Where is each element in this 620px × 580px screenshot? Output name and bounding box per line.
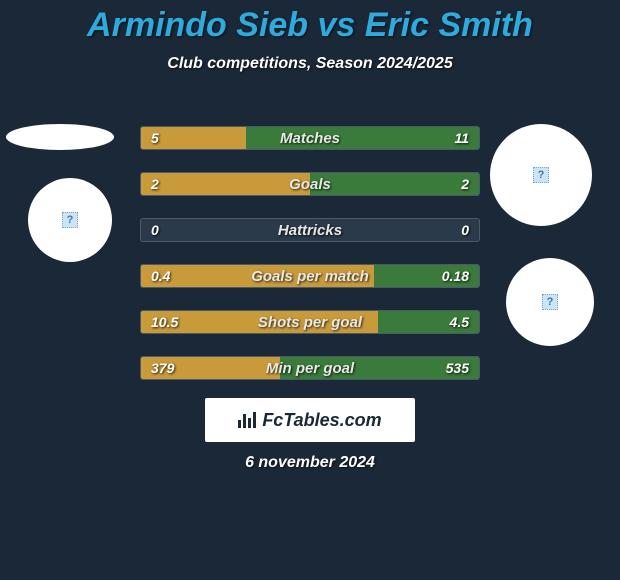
stat-row-shots-per-goal: 10.54.5Shots per goal (140, 310, 480, 334)
bar-right-fill (374, 265, 479, 287)
placeholder-image-icon (542, 294, 558, 310)
stat-row-goals: 22Goals (140, 172, 480, 196)
page-subtitle: Club competitions, Season 2024/2025 (0, 55, 620, 73)
right-player-badge (506, 258, 594, 346)
bar-right-fill (280, 357, 479, 379)
stat-row-hattricks: 0 0Hattricks (140, 218, 480, 242)
bar-right-fill (246, 127, 479, 149)
bar-left-fill (141, 127, 246, 149)
bar-right-fill (378, 311, 479, 333)
branding-badge: FcTables.com (205, 398, 415, 442)
right-player-badge (490, 124, 592, 226)
stat-row-matches: 511Matches (140, 126, 480, 150)
placeholder-image-icon (533, 167, 549, 183)
bar-left-fill (141, 311, 378, 333)
date-line: 6 november 2024 (0, 454, 620, 472)
left-player-badge (28, 178, 112, 262)
stat-label: Hattricks (141, 219, 479, 241)
left-player-badge (6, 124, 114, 150)
bar-right-fill (310, 173, 479, 195)
bar-left-fill (141, 357, 280, 379)
stat-right-value: 0 (461, 219, 469, 241)
branding-text: FcTables.com (262, 410, 381, 431)
bar-chart-icon (238, 412, 256, 428)
bar-left-fill (141, 265, 374, 287)
page-title: Armindo Sieb vs Eric Smith (0, 0, 620, 45)
comparison-chart: 511Matches 22Goals 0 0Hattricks 0.40.18Goals… (140, 126, 480, 402)
stat-row-goals-per-match: 0.40.18Goals per match (140, 264, 480, 288)
bar-left-fill (141, 173, 310, 195)
stat-left-value: 0 (151, 219, 159, 241)
placeholder-image-icon (62, 212, 78, 228)
stat-row-min-per-goal: 379535Min per goal (140, 356, 480, 380)
